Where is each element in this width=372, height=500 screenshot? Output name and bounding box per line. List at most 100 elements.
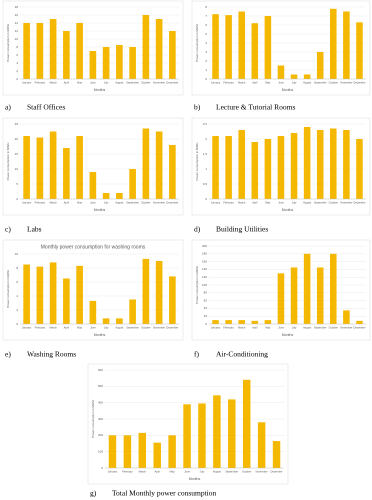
y-tick-label: 14 bbox=[15, 21, 19, 25]
x-tick-label: March bbox=[50, 81, 58, 85]
bar bbox=[343, 130, 350, 199]
bar bbox=[251, 142, 259, 199]
x-tick-label: May bbox=[77, 201, 83, 205]
x-tick-label: October bbox=[242, 470, 251, 474]
y-tick-label: 18 bbox=[15, 5, 19, 9]
bar bbox=[142, 128, 150, 199]
x-tick-label: July bbox=[292, 81, 297, 85]
y-tick-label: 2 bbox=[16, 308, 18, 312]
bar bbox=[89, 51, 97, 79]
bar bbox=[23, 264, 30, 324]
x-tick-label: August bbox=[303, 201, 311, 205]
x-tick-label: April bbox=[155, 470, 161, 474]
y-tick-label: 80 bbox=[204, 291, 208, 295]
x-tick-label: January bbox=[211, 201, 221, 205]
x-tick-label: May bbox=[265, 326, 271, 330]
bar bbox=[116, 318, 123, 324]
bar bbox=[290, 133, 298, 199]
bar bbox=[303, 253, 311, 324]
y-tick-label: 100 bbox=[202, 283, 207, 287]
x-tick-label: July bbox=[104, 81, 109, 85]
x-tick-label: May bbox=[170, 470, 176, 474]
x-tick-label: January bbox=[211, 81, 221, 85]
bar bbox=[129, 169, 136, 199]
x-tick-label: March bbox=[50, 326, 58, 330]
bar bbox=[49, 262, 57, 324]
y-tick-label: 20 bbox=[204, 314, 208, 318]
bar bbox=[102, 318, 110, 324]
y-tick-label: 8 bbox=[205, 5, 207, 9]
x-tick-label: September bbox=[225, 470, 238, 474]
x-tick-label: March bbox=[238, 201, 246, 205]
bar bbox=[89, 172, 97, 199]
bar bbox=[155, 19, 163, 79]
x-tick-label: December bbox=[353, 201, 365, 205]
y-tick-label: 6 bbox=[16, 53, 18, 57]
bar bbox=[155, 131, 163, 199]
x-tick-label: December bbox=[166, 201, 178, 205]
bar bbox=[277, 136, 285, 199]
x-tick-label: February bbox=[122, 470, 133, 474]
x-tick-label: November bbox=[340, 81, 352, 85]
bar bbox=[242, 379, 251, 468]
bar bbox=[251, 320, 259, 324]
x-tick-label: October bbox=[329, 201, 338, 205]
bar bbox=[251, 23, 259, 79]
y-tick-label: 16 bbox=[15, 13, 19, 17]
x-tick-label: July bbox=[104, 326, 109, 330]
y-tick-label: 2.5 bbox=[203, 122, 208, 126]
chart-title: Monthly power consumption for washing ro… bbox=[41, 244, 146, 250]
bar bbox=[212, 14, 219, 80]
x-tick-label: September bbox=[126, 326, 139, 330]
x-tick-label: February bbox=[223, 326, 234, 330]
x-axis-label: Months bbox=[282, 88, 294, 92]
panel-caption: Lecture & Tutorial Rooms bbox=[216, 103, 295, 112]
x-tick-label: August bbox=[115, 81, 123, 85]
panel-label: c) bbox=[5, 225, 11, 234]
y-axis-label: Power consumption in MWH bbox=[91, 400, 95, 438]
y-axis-label: Power consumption in MWH bbox=[6, 143, 10, 181]
bar bbox=[23, 136, 30, 199]
x-tick-label: April bbox=[64, 201, 70, 205]
panel-caption: Staff Offices bbox=[27, 103, 65, 112]
x-tick-label: May bbox=[265, 81, 271, 85]
bar bbox=[153, 442, 161, 468]
x-tick-label: April bbox=[64, 326, 70, 330]
x-axis-label: Months bbox=[282, 333, 294, 337]
y-tick-label: 0 bbox=[205, 197, 207, 201]
bar bbox=[356, 320, 363, 324]
bar bbox=[330, 128, 337, 199]
y-tick-label: 2 bbox=[205, 137, 207, 141]
bar bbox=[277, 65, 285, 79]
x-tick-label: May bbox=[77, 326, 83, 330]
x-tick-label: July bbox=[200, 470, 205, 474]
y-tick-label: 25 bbox=[15, 122, 19, 126]
bar bbox=[36, 266, 44, 324]
bar bbox=[76, 136, 83, 199]
bar bbox=[102, 47, 110, 79]
x-tick-label: December bbox=[271, 470, 283, 474]
bar bbox=[225, 136, 232, 199]
bar bbox=[343, 310, 350, 324]
y-axis-label: Power consumption in MWH bbox=[195, 266, 199, 304]
bar bbox=[303, 127, 311, 199]
bar bbox=[198, 403, 206, 468]
x-axis-label: Months bbox=[94, 208, 106, 212]
y-axis-label: Power consumption in MWH bbox=[6, 24, 10, 62]
bar bbox=[290, 74, 298, 79]
x-tick-label: January bbox=[22, 81, 32, 85]
x-tick-label: July bbox=[292, 326, 297, 330]
bar bbox=[63, 31, 70, 79]
x-tick-label: October bbox=[141, 326, 150, 330]
y-axis-label: Power consumption in MWH bbox=[195, 143, 199, 181]
x-tick-label: June bbox=[278, 326, 284, 330]
y-tick-label: 6 bbox=[16, 280, 18, 284]
bar bbox=[212, 320, 219, 324]
y-axis-label: Power consumption in MWH bbox=[195, 24, 199, 62]
bar bbox=[123, 435, 132, 468]
x-axis-label: Months bbox=[189, 477, 201, 481]
y-tick-label: 0 bbox=[16, 77, 18, 81]
y-tick-label: 0 bbox=[16, 322, 18, 326]
x-tick-label: April bbox=[252, 326, 258, 330]
x-tick-label: December bbox=[353, 81, 365, 85]
